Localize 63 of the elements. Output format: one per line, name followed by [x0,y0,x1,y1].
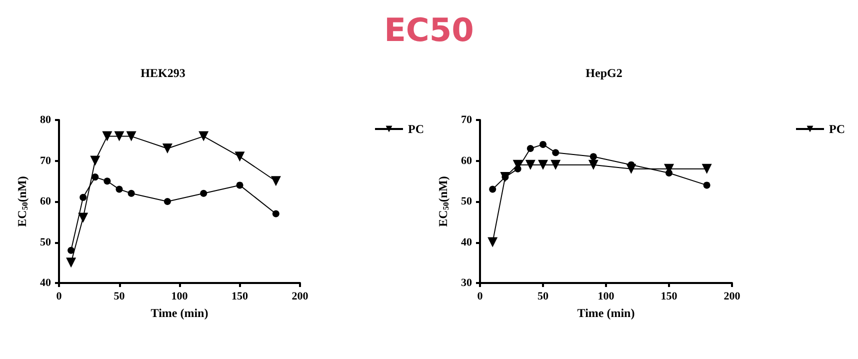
x-tick-label: 150 [232,290,248,302]
x-tick-label: 0 [477,290,484,302]
point [270,176,281,186]
point [702,164,712,174]
y-tick-label: 30 [461,277,472,289]
chart-title: HEK293 [140,66,186,80]
y-tick-label: 70 [40,154,52,167]
x-tick-label: 50 [538,290,549,302]
point [78,212,88,223]
point [80,194,87,201]
point [162,144,172,154]
point [236,182,244,189]
point [92,174,99,181]
legend-label: PC [408,122,424,136]
point [525,160,536,170]
point [66,258,76,268]
x-tick-label: 100 [598,290,615,302]
point [68,246,75,254]
point [104,178,111,185]
x-tick-label: 100 [171,290,188,302]
y-tick-label: 50 [40,236,52,248]
y-tick-label: 40 [461,236,472,248]
point [550,160,561,170]
y-axis-title: EC50(nM) [436,176,450,227]
x-tick-label: 200 [292,290,309,302]
y-tick-label: 70 [461,114,472,126]
point [588,160,598,170]
point [590,153,597,160]
point [666,169,672,176]
point [538,160,548,170]
point [102,131,112,142]
point [526,145,534,152]
point [234,152,245,162]
x-tick-label: 200 [724,290,741,302]
x-tick-label: 50 [114,290,126,302]
point [540,140,546,148]
y-tick-label: 60 [40,196,52,208]
point [164,198,171,205]
text: EC50 [384,11,474,49]
point [126,131,136,142]
x-tick-label: 150 [660,290,678,302]
point [488,237,498,248]
y-tick-label: 50 [461,196,472,208]
point [90,156,100,166]
point [489,186,496,193]
point [703,182,710,189]
y-tick-label: 80 [40,114,52,126]
x-axis-title: Time (min) [577,306,635,320]
x-axis-title: Time (min) [150,306,208,320]
chart-title: HepG2 [586,66,622,80]
point [552,149,560,156]
x-tick-label: 0 [56,290,62,302]
y-axis-title: EC50(nM) [15,176,30,227]
point [114,131,124,142]
y-tick-label: 40 [40,277,52,289]
point [514,165,522,172]
legend-label: PC [829,122,846,136]
y-tick-label: 60 [461,154,472,167]
point [116,186,123,193]
point [200,190,208,197]
point [272,210,280,218]
point [198,131,209,142]
point [128,190,135,197]
